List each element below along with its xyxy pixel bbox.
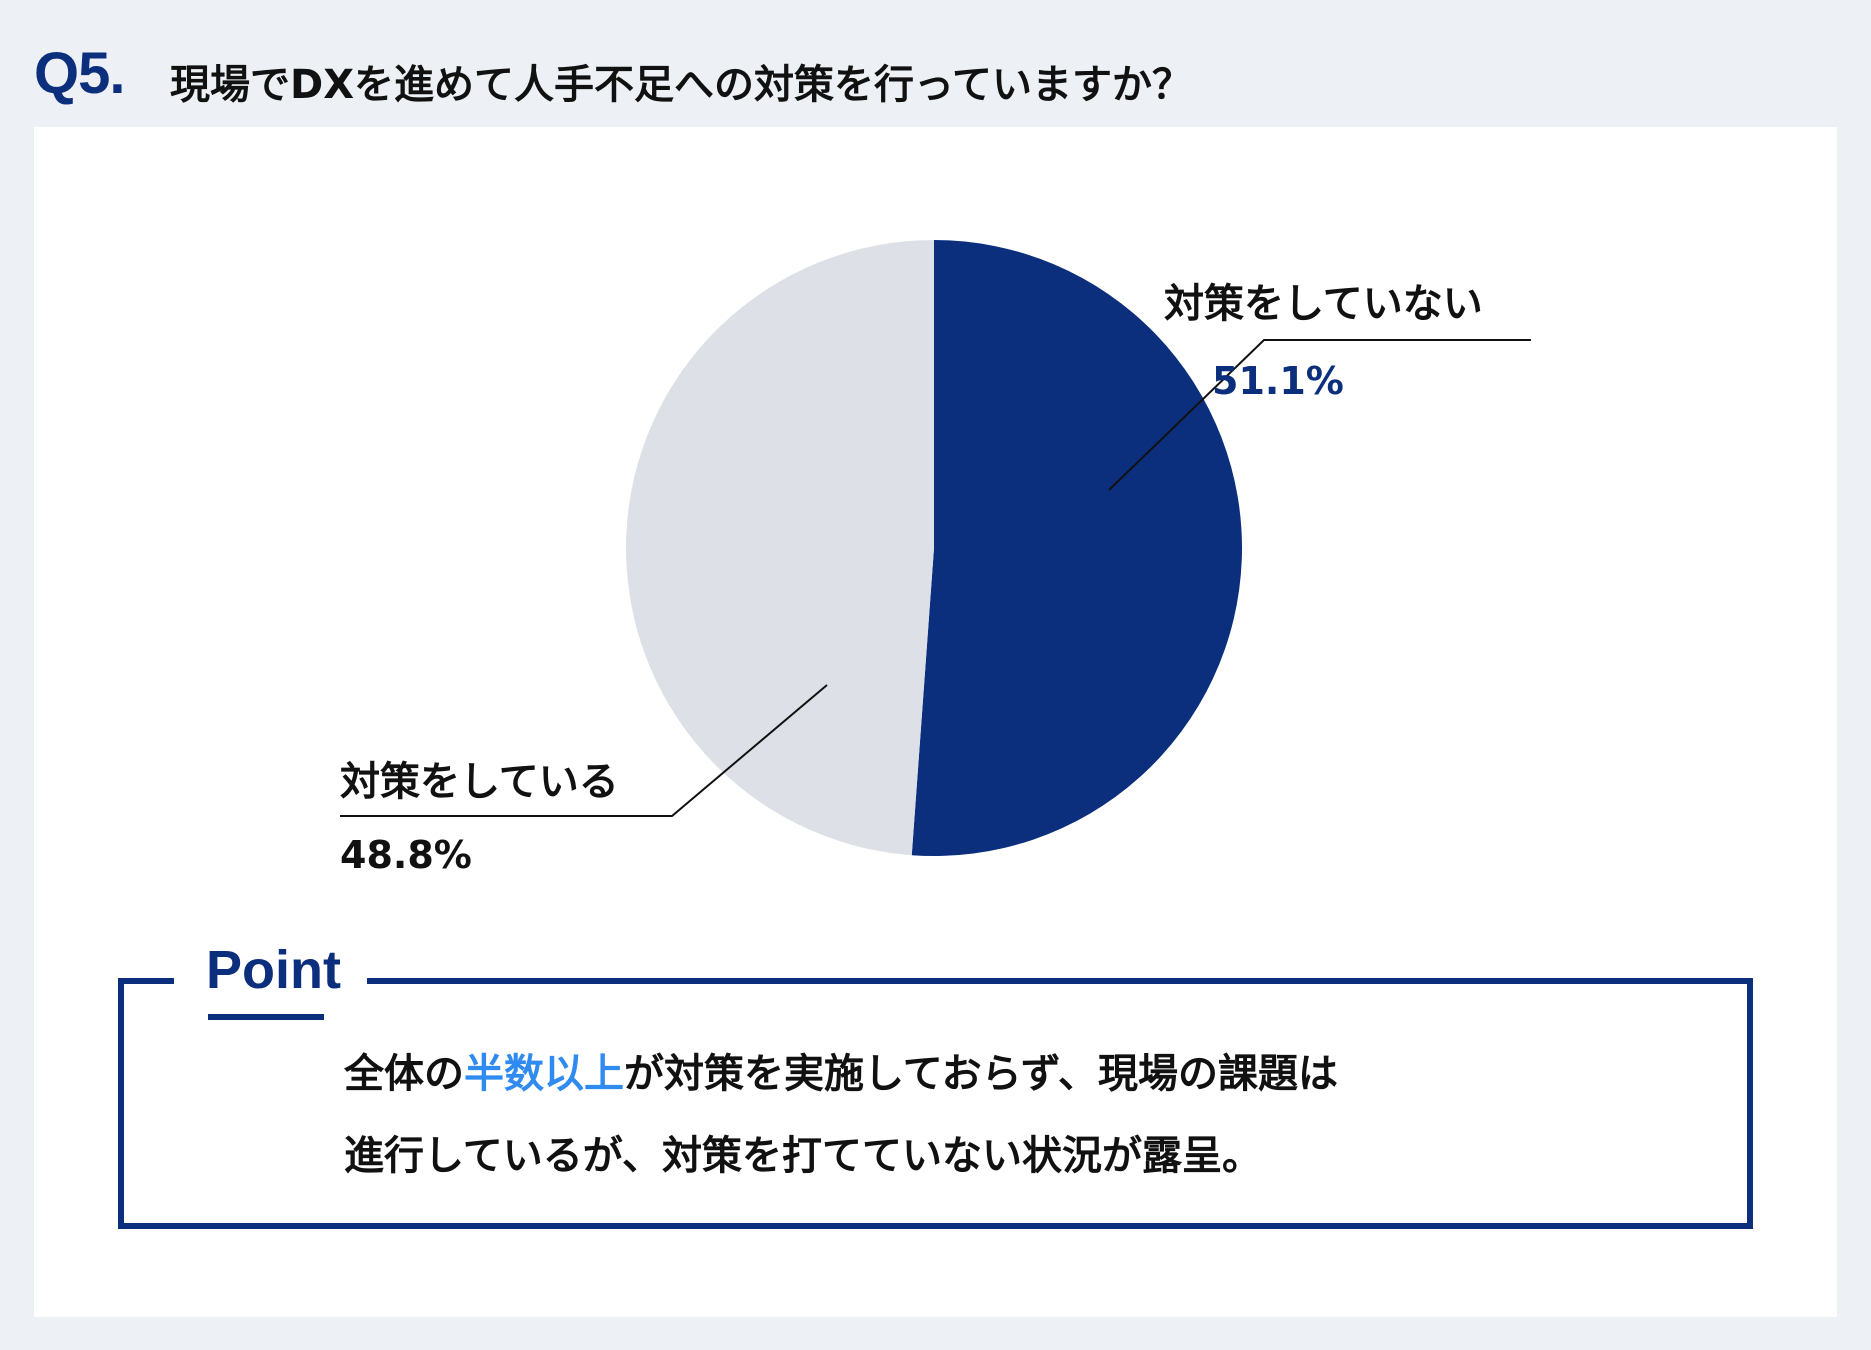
point-heading: Point bbox=[206, 940, 341, 1000]
point-text-1a: 全体の bbox=[344, 1051, 464, 1097]
slice-label-not-doing: 対策をしていない bbox=[1164, 281, 1483, 327]
slice-value-not-doing: 51.1% bbox=[1212, 359, 1344, 403]
leader-line-not-doing bbox=[1108, 339, 1531, 491]
slice-label-doing: 対策をしている bbox=[340, 759, 619, 805]
content-panel: 対策をしていない 51.1% 対策をしている 48.8% Point 全体の半数… bbox=[34, 127, 1837, 1317]
point-line-2: 進行しているが、対策を打てていない状況が露呈。 bbox=[344, 1133, 1262, 1179]
question-number: Q5. bbox=[34, 41, 125, 106]
point-line-1: 全体の半数以上が対策を実施しておらず、現場の課題は bbox=[344, 1041, 1338, 1099]
question-title: 現場でDXを進めて人手不足への対策を行っていますか？ bbox=[170, 62, 1193, 108]
point-heading-wrap: Point bbox=[174, 935, 367, 1005]
slice-not-doing bbox=[911, 240, 1243, 856]
slice-value-doing: 48.8% bbox=[340, 833, 472, 877]
pie-chart bbox=[340, 240, 1531, 856]
slice-doing bbox=[626, 240, 934, 856]
point-underline bbox=[208, 1014, 324, 1020]
point-text-1b: が対策を実施しておらず、現場の課題は bbox=[624, 1051, 1338, 1097]
point-box bbox=[118, 978, 1753, 1229]
leader-line-doing bbox=[340, 684, 828, 817]
point-text-highlight: 半数以上 bbox=[464, 1051, 624, 1097]
